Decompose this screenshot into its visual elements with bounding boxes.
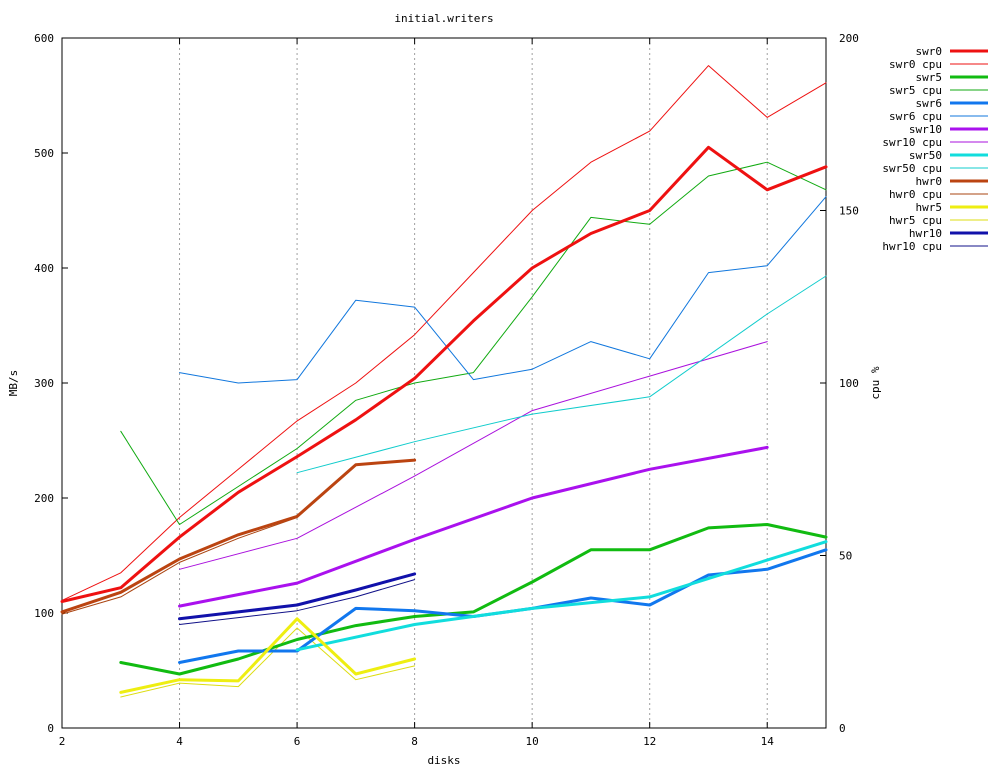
grid-lines xyxy=(179,38,768,728)
series-line-swr5 xyxy=(119,523,828,676)
legend-label-hwr10: hwr10 xyxy=(909,227,942,240)
legend-label-hwr5: hwr5 xyxy=(916,201,943,214)
legend-label-hwr5-cpu: hwr5 cpu xyxy=(889,214,942,227)
y-tick-label: 600 xyxy=(34,32,54,45)
series-line-hwr5 xyxy=(119,617,417,694)
legend-label-hwr0: hwr0 xyxy=(916,175,943,188)
series-lines xyxy=(60,65,828,698)
legend-label-hwr0-cpu: hwr0 cpu xyxy=(889,188,942,201)
y-tick-label: 300 xyxy=(34,377,54,390)
x-tick-label: 10 xyxy=(526,735,539,748)
y2-tick-label: 50 xyxy=(839,550,852,563)
series-line-swr0-cpu xyxy=(61,65,827,601)
y-tick-label: 400 xyxy=(34,262,54,275)
y2-tick-label: 100 xyxy=(839,377,859,390)
series-line-hwr10-cpu xyxy=(179,579,416,625)
legend-label-swr5: swr5 xyxy=(916,71,943,84)
legend-label-hwr10-cpu: hwr10 cpu xyxy=(882,240,942,253)
series-line-hwr5-cpu xyxy=(120,627,416,698)
x-tick-label: 6 xyxy=(294,735,301,748)
y-axis-label: MB/s xyxy=(7,370,20,397)
x-tick-label: 14 xyxy=(761,735,775,748)
chart-title: initial.writers xyxy=(394,12,493,25)
legend-label-swr5-cpu: swr5 cpu xyxy=(889,84,942,97)
y2-tick-label: 150 xyxy=(839,205,859,218)
x-tick-label: 2 xyxy=(59,735,66,748)
y2-tick-label: 0 xyxy=(839,722,846,735)
axis-ticks: 2 4 6 8 10 12 14 0 100 200 300 400 500 600 0 50 100 150 20… xyxy=(34,32,859,748)
legend-label-swr6: swr6 xyxy=(916,97,943,110)
y-tick-label: 0 xyxy=(47,722,54,735)
series-line-swr6-cpu xyxy=(179,196,827,384)
series-line-swr50 xyxy=(295,540,828,652)
legend-label-swr0: swr0 xyxy=(916,45,943,58)
series-line-swr10-cpu xyxy=(179,341,768,570)
series-line-hwr0 xyxy=(60,458,417,614)
series-line-hwr10 xyxy=(178,572,417,621)
y2-tick-label: 200 xyxy=(839,32,859,45)
series-line-swr5-cpu xyxy=(120,161,827,525)
y2-axis-label: cpu % xyxy=(869,366,882,399)
x-tick-label: 12 xyxy=(643,735,656,748)
x-axis-label: disks xyxy=(427,754,460,767)
y-tick-label: 100 xyxy=(34,607,54,620)
legend-label-swr50: swr50 xyxy=(909,149,942,162)
legend-label-swr10: swr10 xyxy=(909,123,942,136)
series-line-swr50-cpu xyxy=(296,275,827,474)
legend-label-swr50-cpu: swr50 cpu xyxy=(882,162,942,175)
y-tick-label: 500 xyxy=(34,147,54,160)
x-tick-label: 4 xyxy=(176,735,183,748)
y-tick-label: 200 xyxy=(34,492,54,505)
series-line-swr0 xyxy=(60,145,828,603)
legend-label-swr10-cpu: swr10 cpu xyxy=(882,136,942,149)
x-tick-label: 8 xyxy=(411,735,418,748)
series-line-swr10 xyxy=(178,445,769,608)
legend-label-swr0-cpu: swr0 cpu xyxy=(889,58,942,71)
plot-frame xyxy=(61,37,827,729)
legend-label-swr6-cpu: swr6 cpu xyxy=(889,110,942,123)
